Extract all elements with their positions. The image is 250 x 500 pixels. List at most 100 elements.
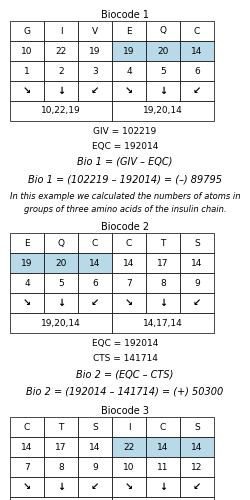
FancyBboxPatch shape xyxy=(78,457,112,477)
FancyBboxPatch shape xyxy=(78,81,112,101)
FancyBboxPatch shape xyxy=(112,253,146,273)
Text: Q: Q xyxy=(58,238,64,248)
FancyBboxPatch shape xyxy=(180,253,214,273)
Text: 14: 14 xyxy=(157,442,169,452)
FancyBboxPatch shape xyxy=(10,101,112,121)
FancyBboxPatch shape xyxy=(78,253,112,273)
FancyBboxPatch shape xyxy=(112,21,146,41)
Text: Bio 2 = (192014 – 141714) = (+) 50300: Bio 2 = (192014 – 141714) = (+) 50300 xyxy=(26,386,224,396)
Text: ↙: ↙ xyxy=(193,482,201,492)
Text: ↓: ↓ xyxy=(57,298,65,308)
Text: I: I xyxy=(60,26,62,36)
FancyBboxPatch shape xyxy=(10,313,112,333)
Text: S: S xyxy=(194,422,200,432)
Text: EQC = 192014: EQC = 192014 xyxy=(92,142,158,151)
FancyBboxPatch shape xyxy=(180,21,214,41)
FancyBboxPatch shape xyxy=(146,21,180,41)
FancyBboxPatch shape xyxy=(180,457,214,477)
Text: Bio 1 = (102219 – 192014) = (–) 89795: Bio 1 = (102219 – 192014) = (–) 89795 xyxy=(28,174,222,184)
Text: S: S xyxy=(92,422,98,432)
FancyBboxPatch shape xyxy=(10,273,44,293)
Text: ↘: ↘ xyxy=(23,86,31,96)
Text: 5: 5 xyxy=(160,66,166,76)
FancyBboxPatch shape xyxy=(44,253,78,273)
Text: ↙: ↙ xyxy=(91,86,99,96)
FancyBboxPatch shape xyxy=(146,233,180,253)
Text: ↘: ↘ xyxy=(125,482,133,492)
FancyBboxPatch shape xyxy=(180,273,214,293)
FancyBboxPatch shape xyxy=(146,253,180,273)
Text: 8: 8 xyxy=(58,462,64,471)
FancyBboxPatch shape xyxy=(146,437,180,457)
Text: ↘: ↘ xyxy=(125,298,133,308)
Text: Bio 2 = (EQC – CTS): Bio 2 = (EQC – CTS) xyxy=(76,369,174,379)
FancyBboxPatch shape xyxy=(180,293,214,313)
Text: 14,17,14: 14,17,14 xyxy=(143,318,183,328)
FancyBboxPatch shape xyxy=(180,437,214,457)
FancyBboxPatch shape xyxy=(44,417,78,437)
FancyBboxPatch shape xyxy=(180,233,214,253)
FancyBboxPatch shape xyxy=(112,313,214,333)
Text: 14: 14 xyxy=(89,258,101,268)
Text: 7: 7 xyxy=(126,278,132,287)
Text: 9: 9 xyxy=(194,278,200,287)
FancyBboxPatch shape xyxy=(180,41,214,61)
FancyBboxPatch shape xyxy=(10,41,44,61)
Text: ↘: ↘ xyxy=(125,86,133,96)
Text: Bio 1 = (GIV – EQC): Bio 1 = (GIV – EQC) xyxy=(77,157,173,167)
FancyBboxPatch shape xyxy=(10,21,44,41)
Text: 14: 14 xyxy=(21,442,33,452)
FancyBboxPatch shape xyxy=(78,233,112,253)
Text: 20: 20 xyxy=(157,46,169,56)
FancyBboxPatch shape xyxy=(10,233,44,253)
Text: ↙: ↙ xyxy=(91,482,99,492)
Text: E: E xyxy=(126,26,132,36)
Text: ↓: ↓ xyxy=(159,482,167,492)
Text: ↙: ↙ xyxy=(193,86,201,96)
Text: 20: 20 xyxy=(55,258,67,268)
Text: T: T xyxy=(58,422,64,432)
FancyBboxPatch shape xyxy=(10,477,44,497)
Text: 22: 22 xyxy=(56,46,66,56)
FancyBboxPatch shape xyxy=(78,41,112,61)
Text: 14: 14 xyxy=(191,442,203,452)
Text: 22: 22 xyxy=(124,442,134,452)
FancyBboxPatch shape xyxy=(180,417,214,437)
FancyBboxPatch shape xyxy=(146,457,180,477)
Text: T: T xyxy=(160,238,166,248)
Text: ↙: ↙ xyxy=(193,298,201,308)
FancyBboxPatch shape xyxy=(78,273,112,293)
Text: 10: 10 xyxy=(21,46,33,56)
Text: 11: 11 xyxy=(157,462,169,471)
Text: 4: 4 xyxy=(126,66,132,76)
FancyBboxPatch shape xyxy=(146,81,180,101)
FancyBboxPatch shape xyxy=(78,21,112,41)
Text: ↙: ↙ xyxy=(91,298,99,308)
Text: In this example we calculated the numbers of atoms in: In this example we calculated the number… xyxy=(10,192,240,201)
Text: 6: 6 xyxy=(92,278,98,287)
Text: 14: 14 xyxy=(123,258,135,268)
FancyBboxPatch shape xyxy=(112,417,146,437)
Text: 14: 14 xyxy=(191,46,203,56)
Text: ↘: ↘ xyxy=(23,482,31,492)
Text: Biocode 1: Biocode 1 xyxy=(101,10,149,20)
FancyBboxPatch shape xyxy=(44,61,78,81)
FancyBboxPatch shape xyxy=(180,61,214,81)
Text: 17: 17 xyxy=(157,258,169,268)
Text: 3: 3 xyxy=(92,66,98,76)
FancyBboxPatch shape xyxy=(112,293,146,313)
FancyBboxPatch shape xyxy=(112,477,146,497)
Text: C: C xyxy=(24,422,30,432)
FancyBboxPatch shape xyxy=(44,477,78,497)
Text: 19,20,14: 19,20,14 xyxy=(143,106,183,116)
Text: 9: 9 xyxy=(92,462,98,471)
Text: ↓: ↓ xyxy=(57,86,65,96)
FancyBboxPatch shape xyxy=(44,437,78,457)
Text: 2: 2 xyxy=(58,66,64,76)
Text: I: I xyxy=(128,422,130,432)
Text: ↓: ↓ xyxy=(159,86,167,96)
Text: 19,20,14: 19,20,14 xyxy=(41,318,81,328)
Text: 19: 19 xyxy=(89,46,101,56)
FancyBboxPatch shape xyxy=(112,273,146,293)
FancyBboxPatch shape xyxy=(146,293,180,313)
